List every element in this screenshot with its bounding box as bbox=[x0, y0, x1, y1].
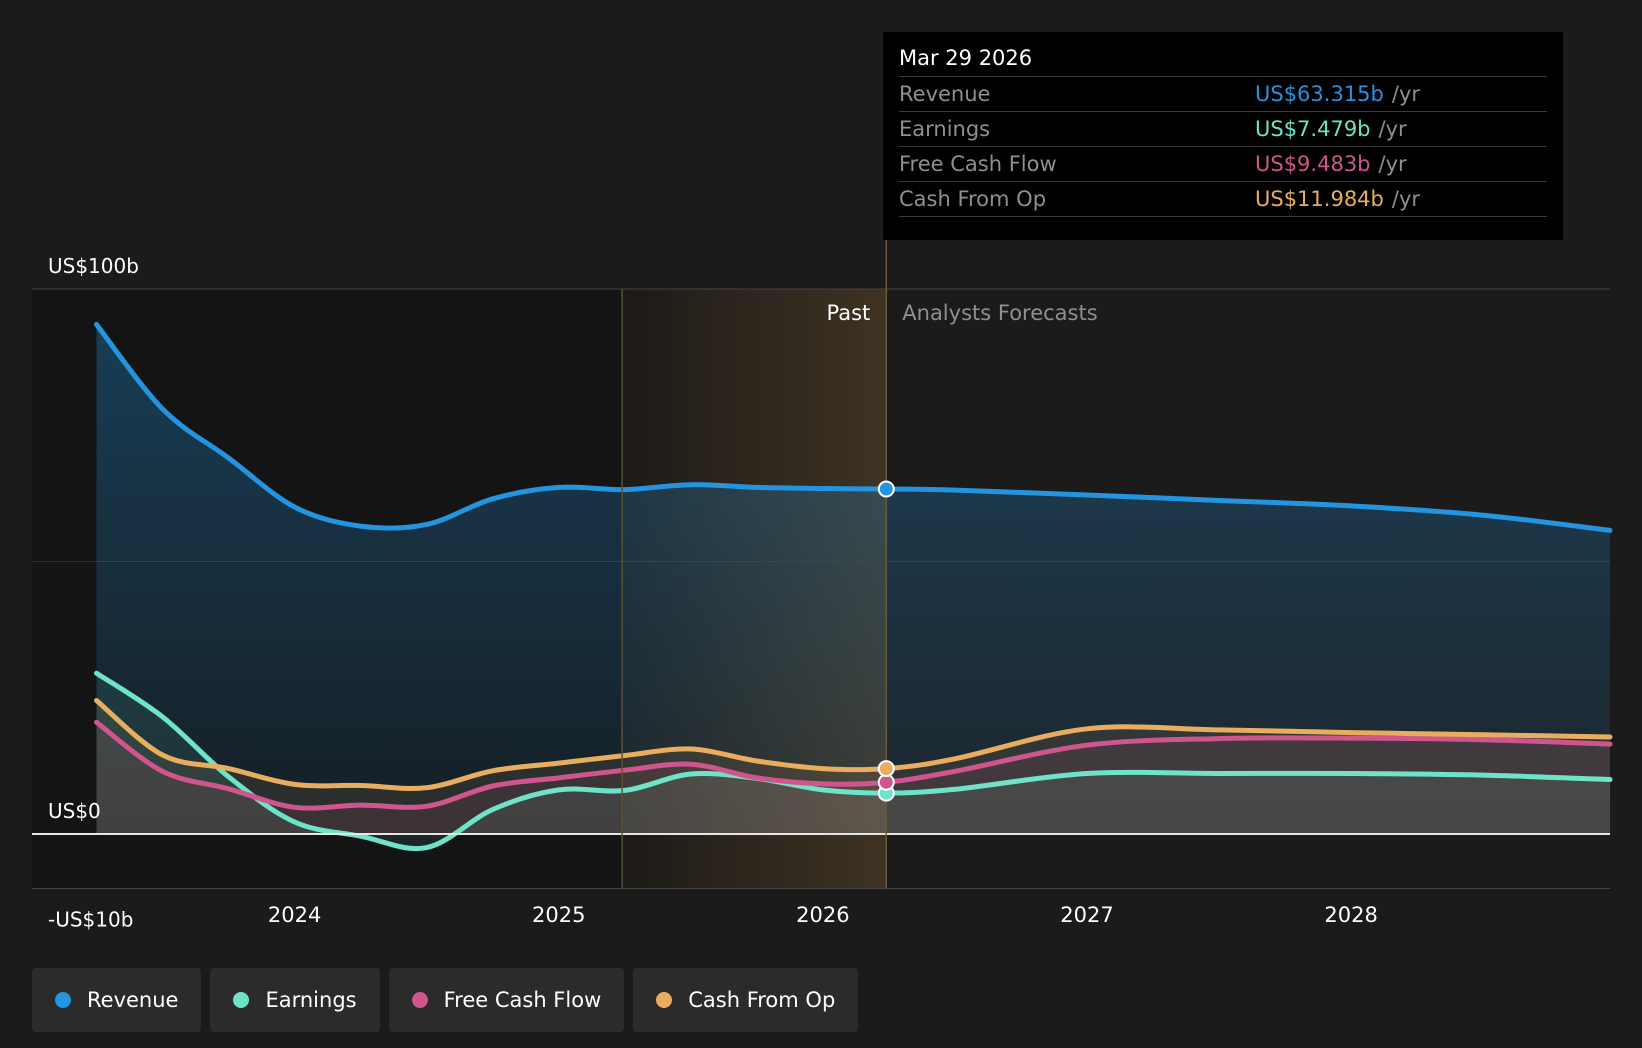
line-cash-from-op bbox=[94, 698, 1613, 791]
tooltip-value: US$63.315b bbox=[1255, 82, 1384, 106]
tooltip-unit: /yr bbox=[1378, 152, 1407, 176]
legend-item-cash-from-op[interactable]: Cash From Op bbox=[633, 968, 859, 1032]
tooltip-label: Free Cash Flow bbox=[899, 152, 1057, 176]
legend-label: Free Cash Flow bbox=[443, 988, 602, 1012]
forecast-label: Analysts Forecasts bbox=[902, 301, 1097, 325]
marker-cash-from-op bbox=[877, 760, 895, 778]
tooltip-row-free-cash-flow: Free Cash Flow US$9.483b /yr bbox=[899, 147, 1547, 182]
tooltip-value: US$7.479b bbox=[1255, 117, 1371, 141]
area-free-cash-flow bbox=[96, 722, 1610, 834]
legend-label: Revenue bbox=[87, 988, 179, 1012]
tooltip-row-earnings: Earnings US$7.479b /yr bbox=[899, 112, 1547, 147]
tooltip-date: Mar 29 2026 bbox=[899, 46, 1547, 77]
x-tick-label: 2024 bbox=[268, 903, 321, 927]
line-free-cash-flow bbox=[94, 719, 1613, 811]
x-tick-label: 2028 bbox=[1324, 903, 1377, 927]
marker-revenue bbox=[877, 480, 895, 498]
legend-label: Earnings bbox=[265, 988, 357, 1012]
area-earnings bbox=[96, 673, 1610, 849]
legend: Revenue Earnings Free Cash Flow Cash Fro… bbox=[32, 968, 859, 1032]
tooltip-unit: /yr bbox=[1378, 117, 1407, 141]
legend-label: Cash From Op bbox=[688, 988, 836, 1012]
legend-item-revenue[interactable]: Revenue bbox=[32, 968, 202, 1032]
tooltip-label: Earnings bbox=[899, 117, 991, 141]
x-tick-label: 2027 bbox=[1060, 903, 1113, 927]
legend-item-free-cash-flow[interactable]: Free Cash Flow bbox=[388, 968, 625, 1032]
tooltip: Mar 29 2026 Revenue US$63.315b /yr Earni… bbox=[883, 32, 1563, 240]
area-cash-from-op bbox=[96, 700, 1610, 834]
legend-dot-icon bbox=[656, 992, 673, 1008]
x-tick-label: 2026 bbox=[796, 903, 849, 927]
x-tick-label: 2025 bbox=[532, 903, 585, 927]
tooltip-label: Cash From Op bbox=[899, 187, 1047, 211]
legend-dot-icon bbox=[411, 992, 428, 1008]
y-tick-label-100: US$100b bbox=[48, 254, 139, 278]
tooltip-row-revenue: Revenue US$63.315b /yr bbox=[899, 77, 1547, 112]
past-label: Past bbox=[827, 301, 871, 325]
tooltip-value: US$11.984b bbox=[1255, 187, 1384, 211]
tooltip-value: US$9.483b bbox=[1255, 152, 1371, 176]
y-tick-label-neg10: -US$10b bbox=[48, 908, 133, 932]
line-revenue bbox=[94, 321, 1613, 533]
line-earnings bbox=[94, 670, 1613, 852]
legend-dot-icon bbox=[233, 992, 250, 1008]
legend-dot-icon bbox=[55, 992, 71, 1008]
y-tick-label-0: US$0 bbox=[48, 799, 101, 823]
tooltip-label: Revenue bbox=[899, 82, 991, 106]
tooltip-unit: /yr bbox=[1391, 187, 1421, 211]
area-revenue bbox=[96, 324, 1610, 834]
tooltip-row-cash-from-op: Cash From Op US$11.984b /yr bbox=[899, 182, 1547, 217]
tooltip-unit: /yr bbox=[1391, 82, 1421, 106]
legend-item-earnings[interactable]: Earnings bbox=[210, 968, 380, 1032]
